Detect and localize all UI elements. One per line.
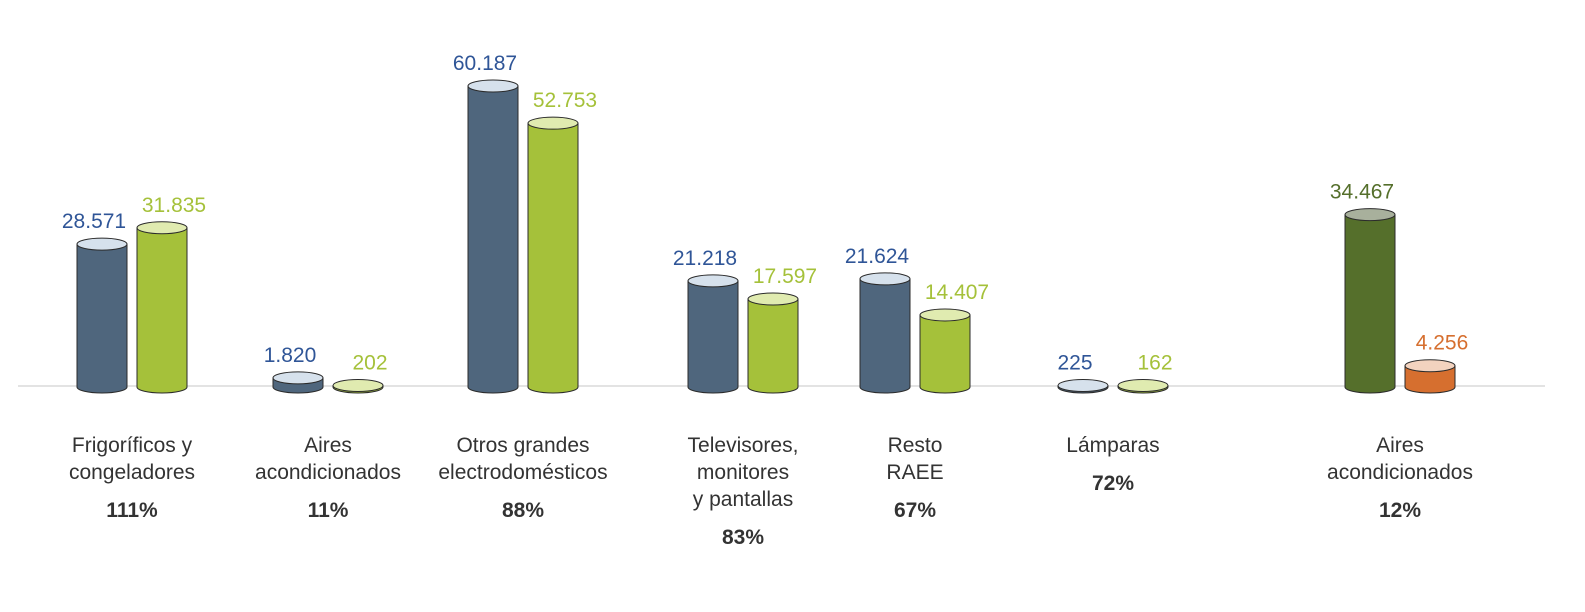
category-percent: 83% bbox=[721, 526, 765, 549]
data-label: 162 bbox=[1137, 352, 1172, 375]
data-label: 4.256 bbox=[1416, 332, 1469, 355]
bar-top bbox=[76, 237, 128, 251]
bar-top bbox=[467, 79, 519, 93]
data-label: 1.820 bbox=[264, 344, 317, 367]
data-label: 21.624 bbox=[845, 245, 910, 268]
data-label: 21.218 bbox=[673, 247, 737, 270]
category-label: Lámparas bbox=[1066, 434, 1160, 457]
bar bbox=[919, 308, 971, 394]
bar-top bbox=[1344, 208, 1396, 222]
category-percent: 88% bbox=[501, 499, 545, 522]
bar bbox=[859, 272, 911, 394]
bar-body bbox=[748, 298, 798, 387]
category-label: Frigoríficos y congeladores bbox=[68, 434, 196, 484]
bar bbox=[332, 379, 384, 394]
data-label: 14.407 bbox=[925, 281, 989, 304]
bar-body bbox=[528, 123, 578, 387]
bar bbox=[527, 116, 579, 394]
bar bbox=[467, 79, 519, 394]
bar-top bbox=[747, 292, 799, 306]
category-percent: 72% bbox=[1091, 472, 1135, 495]
category-percent: 67% bbox=[893, 499, 937, 522]
bar-body bbox=[77, 244, 127, 387]
data-label: 60.187 bbox=[453, 52, 517, 75]
data-label: 31.835 bbox=[142, 194, 206, 217]
bar-body bbox=[688, 280, 738, 387]
bar bbox=[1344, 208, 1396, 394]
category-label: Otros grandes electrodomésticos bbox=[438, 434, 608, 484]
bar-body bbox=[137, 227, 187, 387]
bar-body bbox=[468, 86, 518, 387]
bar-top bbox=[136, 221, 188, 235]
bar bbox=[76, 237, 128, 394]
category-percent: 12% bbox=[1378, 499, 1422, 522]
data-label: 52.753 bbox=[533, 89, 597, 112]
bar-top bbox=[332, 379, 384, 392]
category-percent: 11% bbox=[307, 499, 349, 522]
bar bbox=[136, 221, 188, 394]
category-label: Aires acondicionados bbox=[1327, 434, 1473, 484]
bar bbox=[747, 292, 799, 394]
category-label: Resto RAEE bbox=[886, 434, 944, 484]
bar bbox=[1117, 379, 1169, 394]
bar bbox=[1404, 359, 1456, 394]
bar-top bbox=[272, 371, 324, 385]
data-label: 17.597 bbox=[753, 265, 817, 288]
bar-top bbox=[859, 272, 911, 286]
bar-top bbox=[919, 308, 971, 322]
bar-body bbox=[920, 314, 970, 387]
bar bbox=[272, 371, 324, 394]
data-label: 225 bbox=[1057, 352, 1092, 375]
data-label: 202 bbox=[352, 352, 387, 375]
data-label: 34.467 bbox=[1330, 181, 1394, 204]
category-label: Televisores, monitores y pantallas bbox=[687, 434, 799, 511]
data-label: 28.571 bbox=[62, 210, 126, 233]
bar-top bbox=[527, 116, 579, 130]
bar-body bbox=[860, 278, 910, 387]
bar-top bbox=[1117, 379, 1169, 392]
bar-top bbox=[1057, 379, 1109, 392]
bar bbox=[687, 274, 739, 394]
bar bbox=[1057, 379, 1109, 394]
bar-body bbox=[1345, 214, 1395, 387]
category-percent: 111% bbox=[106, 499, 158, 522]
bar-top bbox=[1404, 359, 1456, 373]
bar-top bbox=[687, 274, 739, 288]
category-label: Aires acondicionados bbox=[255, 434, 401, 484]
